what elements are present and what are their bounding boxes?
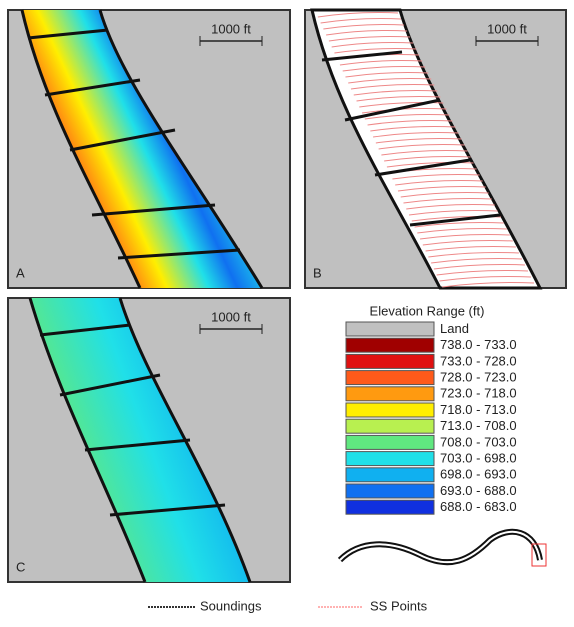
legend-label: Land	[440, 321, 469, 336]
key-label: SS Points	[370, 598, 428, 613]
legend-swatch	[346, 322, 434, 336]
legend-swatch	[346, 452, 434, 466]
legend-label: 723.0 - 718.0	[440, 386, 517, 401]
panel-label: A	[16, 265, 25, 280]
panel-c	[8, 298, 397, 582]
legend-label: 688.0 - 683.0	[440, 499, 517, 514]
figure: Soundings SS Points Elevation Range (ft)…	[0, 0, 574, 622]
scale-label: 1000 ft	[211, 21, 251, 36]
panel-label: B	[313, 265, 322, 280]
legend-label: 698.0 - 693.0	[440, 467, 517, 482]
legend-swatch	[346, 435, 434, 449]
panel-label: C	[16, 559, 25, 574]
legend-swatch	[346, 387, 434, 401]
legend-label: 713.0 - 708.0	[440, 418, 517, 433]
legend-label: 738.0 - 733.0	[440, 337, 517, 352]
panel-b	[305, 10, 566, 288]
legend-label: 728.0 - 723.0	[440, 370, 517, 385]
scale-label: 1000 ft	[487, 21, 527, 36]
legend-swatch	[346, 371, 434, 385]
legend-swatch	[346, 338, 434, 352]
legend-label: 703.0 - 698.0	[440, 451, 517, 466]
legend-swatch	[346, 419, 434, 433]
legend-swatch	[346, 354, 434, 368]
legend-swatch	[346, 403, 434, 417]
scale-label: 1000 ft	[211, 309, 251, 324]
legend-label: 708.0 - 703.0	[440, 434, 517, 449]
legend-label: 693.0 - 688.0	[440, 483, 517, 498]
location-map	[340, 532, 540, 562]
legend-swatch	[346, 468, 434, 482]
legend-label: 733.0 - 728.0	[440, 353, 517, 368]
legend-swatch	[346, 484, 434, 498]
legend-swatch	[346, 500, 434, 514]
legend-title: Elevation Range (ft)	[370, 303, 485, 318]
legend-label: 718.0 - 713.0	[440, 402, 517, 417]
key-label: Soundings	[200, 598, 262, 613]
